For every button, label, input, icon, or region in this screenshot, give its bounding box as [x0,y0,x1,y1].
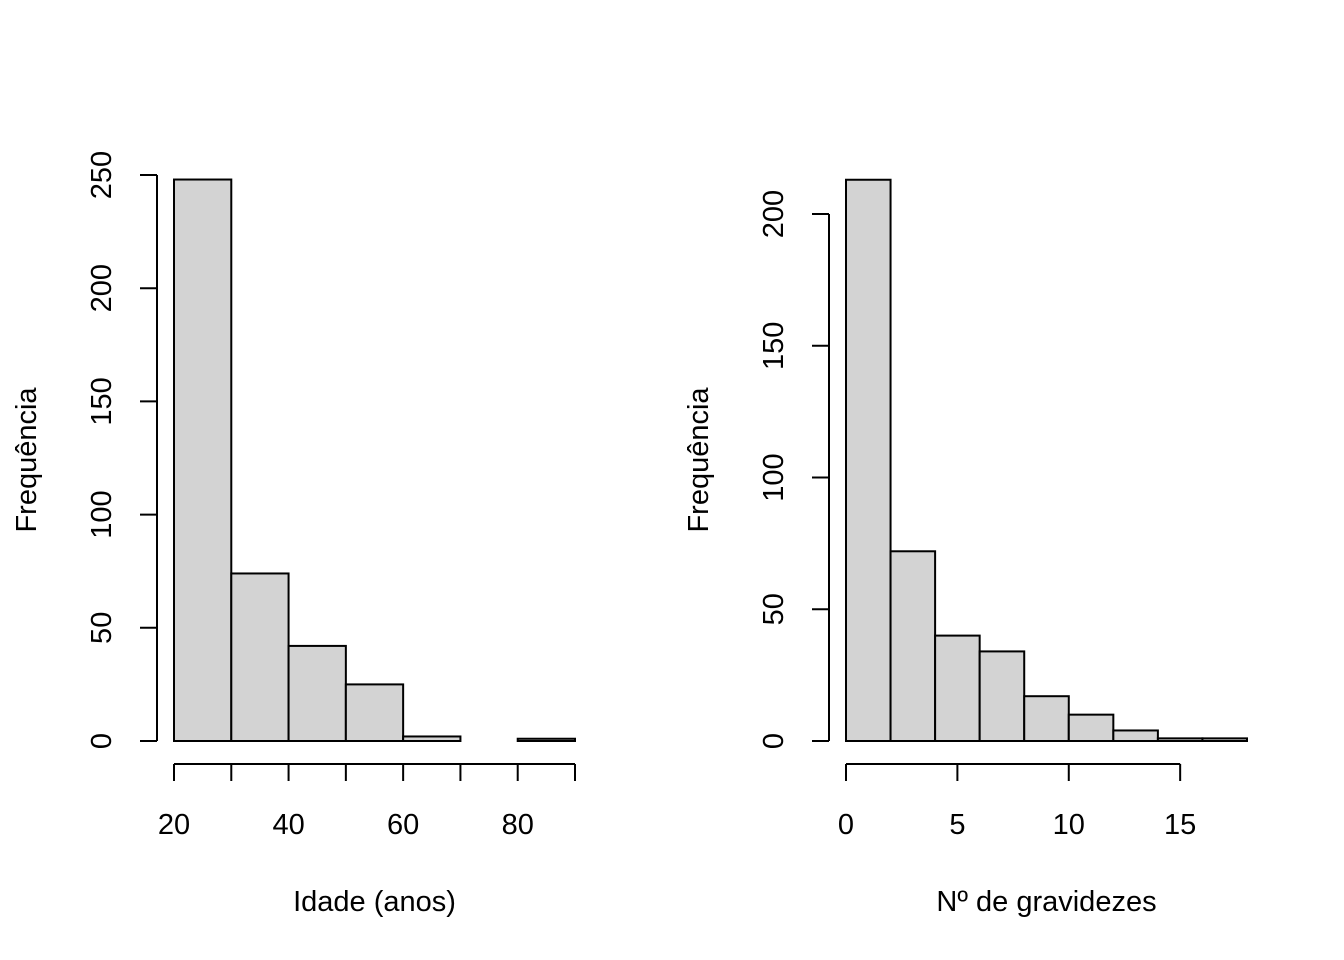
histogram-bar [402,735,462,742]
y-tick-label: 150 [758,322,790,370]
y-tick-label: 50 [758,593,790,625]
histogram-bar [516,737,577,743]
histogram-bar [889,550,937,743]
histogram-bar [230,572,290,742]
y-tick-label: 250 [86,151,118,199]
y-tick-label: 100 [758,453,790,501]
y-tick-label: 0 [86,733,118,749]
histogram-bar [344,683,405,743]
histogram-bar [978,650,1026,742]
x-tick-label: 80 [502,809,534,841]
x-axis-title: Nº de gravidezes [936,886,1156,918]
y-tick-label: 200 [86,264,118,312]
x-tick-label: 15 [1164,809,1196,841]
histogram-bar [934,634,981,742]
y-tick-label: 100 [86,490,118,538]
histogram-bar [1156,737,1204,742]
histogram-bar [1067,713,1115,743]
x-axis-title: Idade (anos) [293,886,456,918]
y-tick-label: 0 [758,733,790,749]
histogram-bar [845,178,892,742]
histogram-bar [1112,729,1159,743]
histogram-idade: 20 40 60 80 0 50 100 150 200 250 Idade (anos) Frequ… [11,151,577,918]
y-tick-label: 150 [86,377,118,425]
x-tick-label: 5 [949,809,965,841]
histogram-bar [287,644,347,742]
y-tick-label: 200 [758,190,790,238]
x-tick-label: 10 [1053,809,1085,841]
x-tick-label: 60 [387,809,419,841]
x-tick-label: 20 [158,809,190,841]
x-tick-label: 0 [838,809,854,841]
histogram-bar [173,178,233,742]
y-axis-title: Frequência [11,387,43,533]
y-tick-label: 50 [86,612,118,644]
histogram-bar [1023,695,1070,743]
y-axis-title: Frequência [683,387,715,533]
histogram-bar [1201,737,1249,742]
x-tick-label: 40 [272,809,304,841]
